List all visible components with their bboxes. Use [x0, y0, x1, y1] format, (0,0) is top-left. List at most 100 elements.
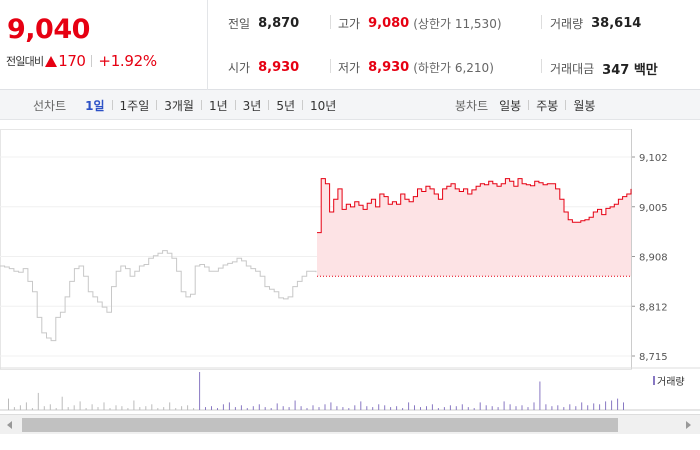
volume-bar — [557, 405, 559, 411]
volume-bar — [581, 402, 583, 410]
volume-bar — [378, 404, 380, 410]
volume-bar — [569, 404, 571, 410]
high-label: 고가 — [338, 17, 361, 31]
period-weekly[interactable]: 주봉 — [536, 98, 559, 113]
volume-bar — [467, 407, 469, 410]
period-3y[interactable]: 3년 — [242, 98, 262, 113]
today-line — [317, 178, 632, 234]
volume-bar — [372, 407, 374, 410]
volume-bar — [420, 407, 421, 410]
volume-bar — [19, 405, 21, 411]
volume-bar — [85, 408, 87, 410]
volume-bar — [49, 404, 51, 410]
volume-bar — [187, 405, 189, 411]
volume-bar — [13, 407, 15, 410]
volume-bar — [246, 408, 248, 410]
volume-bar — [360, 401, 362, 410]
volume-bar — [139, 407, 141, 410]
volume-bar — [115, 405, 117, 411]
change-row: 전일대비 170 +1.92% — [6, 52, 157, 70]
volume-bar — [599, 404, 601, 410]
chart-scrollbar[interactable] — [0, 414, 700, 434]
volume-bar — [175, 408, 177, 410]
line-chart-periods: 선차트 1일 1주일 3개월 1년 3년 5년 10년 — [33, 90, 343, 120]
period-daily[interactable]: 일봉 — [499, 98, 522, 113]
volume-bar — [449, 405, 451, 411]
volume-bar — [37, 392, 39, 410]
volume-bar — [348, 408, 350, 410]
volume-bar — [545, 404, 547, 410]
volume-value: 38,614 — [591, 16, 642, 31]
volume-bar — [318, 407, 320, 410]
scroll-thumb[interactable] — [22, 418, 618, 432]
low-value: 8,930 — [368, 60, 410, 75]
volume-bar — [575, 406, 577, 410]
volume-bar — [437, 408, 439, 410]
volume-bar — [527, 407, 529, 410]
volume-bar — [473, 408, 475, 410]
high-price: 고가 9,080 (상한가 11,530) — [338, 15, 502, 32]
volume-bar — [402, 408, 404, 410]
volume-bar — [169, 402, 171, 410]
divider — [234, 100, 236, 110]
divider — [200, 100, 202, 110]
volume-bar — [623, 402, 624, 410]
volume-bar — [91, 404, 93, 410]
volume-bar — [509, 404, 511, 410]
volume-bar — [234, 407, 236, 410]
volume-bar — [533, 402, 535, 410]
low-label: 저가 — [338, 61, 361, 75]
period-1y[interactable]: 1년 — [208, 98, 228, 113]
volume-bar — [611, 400, 613, 410]
trade-amount: 거래대금 347 백만 — [550, 59, 658, 78]
y-tick-label: 8,908 — [639, 253, 668, 264]
volume-bar — [414, 405, 415, 411]
volume-bar — [306, 408, 308, 410]
open-value: 8,930 — [258, 60, 300, 75]
line-chart-title: 선차트 — [33, 98, 67, 113]
y-tick-label: 8,715 — [639, 352, 668, 363]
volume-bar — [408, 402, 410, 410]
lower-limit: (하한가 6,210) — [413, 61, 494, 75]
high-value: 9,080 — [368, 16, 410, 31]
volume-bar — [55, 408, 57, 410]
divider — [541, 15, 542, 29]
volume-bar — [282, 406, 284, 410]
stock-summary: 9,040 전일대비 170 +1.92% 전일 8,870 시가 8,930 … — [0, 0, 700, 90]
volume-bar — [217, 408, 218, 410]
volume-bar — [258, 404, 260, 410]
volume-bar — [503, 401, 505, 410]
divider — [528, 100, 530, 110]
volume-bar — [294, 400, 296, 410]
scroll-left-arrow-icon[interactable] — [7, 421, 12, 429]
divider — [302, 100, 304, 110]
volume-bar — [384, 405, 386, 411]
period-1d[interactable]: 1일 — [85, 98, 105, 113]
volume-bar — [497, 407, 499, 410]
volume-bar — [443, 407, 445, 410]
volume-bar — [366, 406, 368, 410]
chart-toolbar: 선차트 1일 1주일 3개월 1년 3년 5년 10년 봉차트 일봉 주봉 월봉 — [0, 90, 700, 120]
volume-bar — [73, 405, 75, 411]
volume-bar — [390, 407, 392, 410]
change-value: 170 — [58, 52, 86, 70]
volume-bar — [354, 405, 356, 411]
open-price: 시가 8,930 — [228, 59, 299, 76]
period-3m[interactable]: 3개월 — [164, 98, 194, 113]
period-5y[interactable]: 5년 — [276, 98, 296, 113]
period-1w[interactable]: 1주일 — [119, 98, 150, 113]
volume-bar — [312, 405, 314, 411]
volume-bar — [551, 406, 553, 410]
volume-bar — [145, 406, 147, 410]
volume-bar — [97, 407, 99, 410]
period-monthly[interactable]: 월봉 — [573, 98, 596, 113]
scroll-right-arrow-icon[interactable] — [686, 421, 691, 429]
candle-chart-periods: 봉차트 일봉 주봉 월봉 — [455, 90, 602, 120]
divider — [268, 100, 270, 110]
divider — [91, 55, 93, 67]
volume: 거래량 38,614 — [550, 15, 641, 32]
volume-legend: 거래량 — [653, 373, 685, 388]
period-10y[interactable]: 10년 — [310, 98, 337, 113]
change-label: 전일대비 — [6, 55, 44, 68]
divider — [330, 59, 331, 73]
